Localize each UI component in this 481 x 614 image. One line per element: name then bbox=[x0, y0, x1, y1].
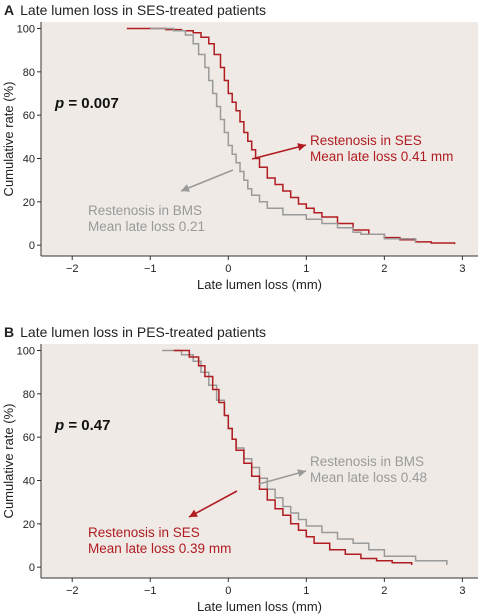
y-axis-label: Cumulative rate (%) bbox=[1, 82, 16, 197]
arrow-ses bbox=[188, 490, 238, 518]
p-value-text: = 0.007 bbox=[64, 95, 119, 112]
y-tick-label: 40 bbox=[23, 154, 35, 166]
annotation-ses: Mean late loss 0.41 mm bbox=[310, 149, 453, 164]
y-tick-label: 80 bbox=[23, 67, 35, 79]
x-tick-label: 0 bbox=[225, 585, 231, 597]
plot-area bbox=[41, 22, 478, 256]
x-tick-label: 1 bbox=[303, 263, 309, 275]
y-tick-label: 100 bbox=[17, 346, 35, 358]
x-tick-label: −1 bbox=[144, 585, 157, 597]
y-tick-label: 20 bbox=[23, 519, 35, 531]
x-tick-label: 3 bbox=[459, 585, 465, 597]
p-value: p = 0.007 bbox=[54, 95, 119, 112]
panel-letter: A bbox=[4, 2, 15, 18]
series-line-bms bbox=[150, 27, 417, 243]
annotation-ses: Mean late loss 0.39 mm bbox=[88, 541, 231, 556]
y-tick-label: 60 bbox=[23, 110, 35, 122]
chart-b: 0 20 40 60 80 100 −2 −1 0 1 2 3 Late lumen loss (mm)… bbox=[1, 344, 478, 614]
x-tick-label: −2 bbox=[66, 263, 79, 275]
x-tick-label: −1 bbox=[144, 263, 157, 275]
p-symbol: p bbox=[54, 95, 64, 112]
annotation-bms: Mean late loss 0.48 bbox=[310, 470, 427, 485]
annotation-bms: Restenosis in BMS bbox=[88, 203, 202, 218]
annotation-ses: Restenosis in SES bbox=[88, 525, 200, 540]
series-line-bms bbox=[162, 349, 448, 565]
x-axis-label: Late lumen loss (mm) bbox=[197, 599, 322, 614]
y-tick-label: 0 bbox=[29, 240, 35, 252]
y-tick-label: 80 bbox=[23, 389, 35, 401]
annotation-bms: Restenosis in BMS bbox=[310, 454, 424, 469]
series-line-ses bbox=[126, 27, 456, 245]
p-symbol: p bbox=[54, 417, 64, 434]
arrowhead-ses bbox=[297, 143, 306, 151]
x-tick-label: 2 bbox=[381, 585, 387, 597]
x-tick-label: −2 bbox=[66, 585, 79, 597]
y-tick-label: 100 bbox=[17, 24, 35, 36]
x-tick-label: 0 bbox=[225, 263, 231, 275]
y-tick-label: 20 bbox=[23, 197, 35, 209]
arrow-bms bbox=[180, 169, 234, 192]
x-axis-label: Late lumen loss (mm) bbox=[197, 277, 322, 292]
panel-letter: B bbox=[4, 324, 15, 340]
arrow-bms bbox=[258, 470, 307, 485]
chart-title: Late lumen loss in SES-treated patients bbox=[20, 2, 267, 18]
arrow-ses bbox=[251, 144, 307, 160]
y-axis-label: Cumulative rate (%) bbox=[1, 404, 16, 519]
x-tick-label: 2 bbox=[381, 263, 387, 275]
y-tick-label: 60 bbox=[23, 432, 35, 444]
x-tick-label: 3 bbox=[459, 263, 465, 275]
chart-title: Late lumen loss in PES-treated patients bbox=[20, 324, 267, 340]
panel-title: B Late lumen loss in PES-treated patients bbox=[4, 324, 266, 340]
p-value-text: = 0.47 bbox=[64, 417, 110, 434]
panel-title: A Late lumen loss in SES-treated patients bbox=[4, 2, 266, 18]
plot-area bbox=[41, 344, 478, 578]
panel-a: A Late lumen loss in SES-treated patients… bbox=[1, 2, 478, 292]
arrowhead-bms bbox=[181, 184, 190, 192]
series-line-ses bbox=[173, 349, 413, 565]
annotation-bms: Mean late loss 0.21 bbox=[88, 219, 205, 234]
panel-b: B Late lumen loss in PES-treated patients… bbox=[0, 322, 481, 614]
arrowhead-bms bbox=[297, 469, 306, 477]
y-tick-label: 40 bbox=[23, 476, 35, 488]
x-tick-label: 1 bbox=[303, 585, 309, 597]
chart-a: 0 20 40 60 80 100 −2 −1 0 1 2 3 Late lumen loss (mm)… bbox=[1, 22, 478, 292]
y-tick-label: 0 bbox=[29, 562, 35, 574]
arrowhead-ses bbox=[189, 509, 198, 517]
p-value: p = 0.47 bbox=[54, 417, 110, 434]
annotation-ses: Restenosis in SES bbox=[310, 133, 422, 148]
